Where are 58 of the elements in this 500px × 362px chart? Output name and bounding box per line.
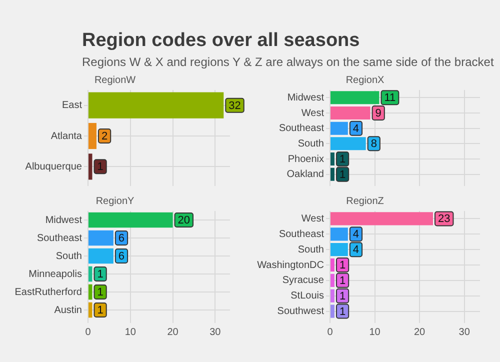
y-tick-label: Phoenix (288, 154, 324, 165)
y-tick-label: Southeast (36, 232, 82, 244)
data-label: 1 (339, 306, 346, 318)
x-tick-label: 0 (85, 326, 92, 338)
y-tick-label: South (56, 250, 82, 262)
y-tick-label: Southwest (277, 306, 324, 318)
x-tick-label: 10 (369, 326, 381, 338)
y-tick-label: West (301, 108, 324, 119)
x-tick-label: 30 (210, 326, 222, 338)
y-tick-label: Albuquerque (25, 161, 82, 172)
text: Regions W & X and regions Y & Z are always on the same side of the bracket (82, 55, 495, 69)
data-label: 1 (339, 260, 346, 272)
y-tick-label: Midwest (45, 214, 82, 226)
text: Region codes over all seasons (82, 30, 361, 52)
x-tick-label: 0 (327, 326, 334, 338)
x-tick-label: 10 (124, 326, 136, 338)
data-label: 11 (384, 92, 396, 104)
y-tick-label: Minneapolis (28, 268, 82, 280)
data-label: 4 (352, 244, 360, 256)
y-tick-label: East (62, 100, 82, 112)
data-label: 23 (438, 213, 450, 226)
data-label: 1 (339, 290, 346, 302)
x-tick-label: 30 (458, 326, 470, 338)
data-label: 4 (352, 228, 360, 241)
y-tick-label: WashingtonDC (257, 260, 324, 271)
y-tick-label: South (298, 138, 324, 150)
y-tick-label: Midwest (287, 92, 324, 104)
data-label: 1 (339, 274, 346, 287)
y-tick-label: West (301, 213, 324, 224)
data-label: 1 (339, 154, 346, 166)
data-label: 32 (228, 100, 241, 112)
chart-title: RegionX (346, 74, 385, 86)
y-tick-label: Austin (54, 304, 82, 316)
y-tick-label: South (298, 244, 324, 256)
data-label: 1 (97, 286, 104, 299)
y-tick-label: Atlanta (50, 130, 82, 142)
x-tick-label: 20 (167, 326, 179, 338)
data-label: 20 (178, 214, 190, 227)
data-label: 9 (375, 108, 382, 120)
data-label: 1 (339, 168, 346, 181)
data-label: 1 (97, 268, 104, 281)
y-tick-label: Oakland (286, 169, 324, 180)
y-tick-label: StLouis (290, 290, 324, 302)
chart-title: RegionY (96, 196, 135, 207)
data-label: 4 (352, 122, 360, 135)
data-label: 2 (101, 130, 108, 143)
y-tick-label: Syracuse (282, 275, 324, 286)
chart-title: RegionZ (346, 196, 384, 207)
data-label: 6 (118, 232, 125, 245)
y-tick-label: Southeast (278, 123, 324, 134)
data-label: 6 (118, 250, 125, 263)
y-tick-label: EastRutherford (14, 286, 82, 298)
chart-title: RegionW (94, 74, 136, 86)
y-tick-label: Southeast (278, 228, 324, 240)
data-label: 1 (97, 304, 104, 317)
data-label: 1 (97, 161, 104, 174)
data-label: 8 (370, 138, 377, 150)
x-tick-label: 20 (414, 326, 426, 338)
